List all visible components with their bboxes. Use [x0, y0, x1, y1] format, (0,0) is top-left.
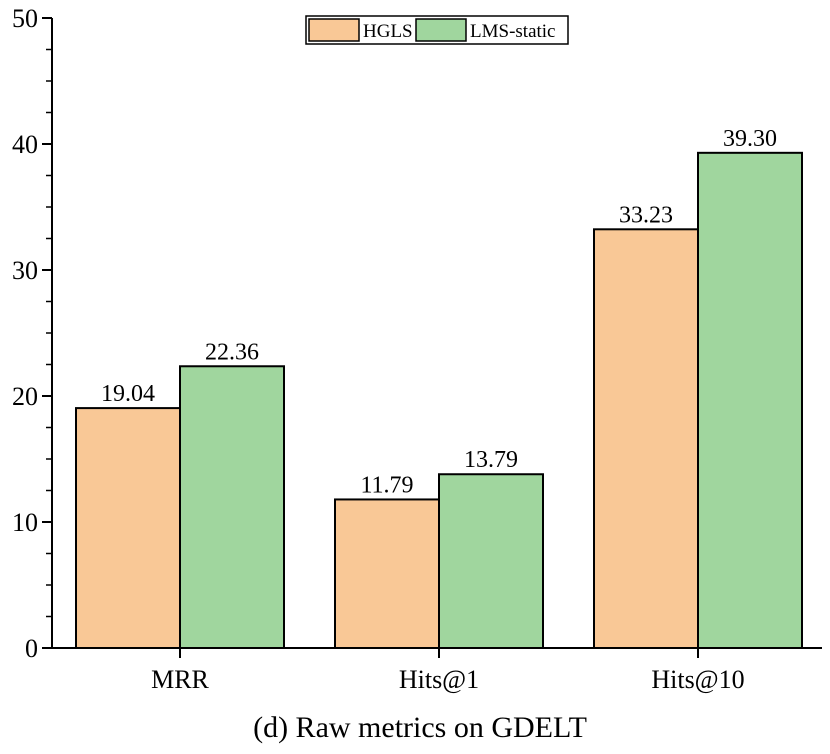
- y-axis: 0 10 20 30 40 50: [12, 4, 52, 663]
- y-tick-label: 10: [12, 508, 38, 537]
- bar-lms-static: [697, 151, 803, 649]
- bar-lms-static: [179, 365, 285, 649]
- y-tick-label: 0: [25, 634, 38, 663]
- bar-value-label: 19.04: [101, 381, 155, 407]
- legend: HGLS LMS-static: [305, 15, 569, 45]
- bars: [75, 151, 803, 650]
- y-tick-label: 30: [12, 256, 38, 285]
- bar-value-label: 33.23: [619, 202, 673, 228]
- bar-value-label: 39.30: [723, 126, 777, 152]
- bar-lms-static: [438, 473, 544, 649]
- bar-value-label: 22.36: [205, 339, 259, 365]
- x-tick-label: Hits@1: [399, 665, 479, 694]
- data-labels: 19.04 22.36 11.79 13.79 33.23 39.30: [101, 126, 777, 499]
- y-tick-label: 20: [12, 382, 38, 411]
- x-tick-label: Hits@10: [651, 665, 744, 694]
- y-tick-label: 40: [12, 130, 38, 159]
- legend-label: LMS-static: [470, 21, 556, 42]
- chart-caption: (d) Raw metrics on GDELT: [253, 711, 587, 744]
- bar-value-label: 11.79: [360, 472, 413, 498]
- bar-hgls: [75, 407, 181, 650]
- bar-hgls: [593, 228, 699, 649]
- legend-swatch: [308, 18, 360, 42]
- bar-hgls: [334, 498, 440, 650]
- legend-swatch: [415, 18, 467, 42]
- x-axis: MRR Hits@1 Hits@10: [151, 648, 745, 694]
- x-tick-label: MRR: [151, 665, 209, 694]
- bar-value-label: 13.79: [464, 447, 518, 473]
- y-tick-label: 50: [12, 4, 38, 33]
- legend-label: HGLS: [363, 21, 413, 42]
